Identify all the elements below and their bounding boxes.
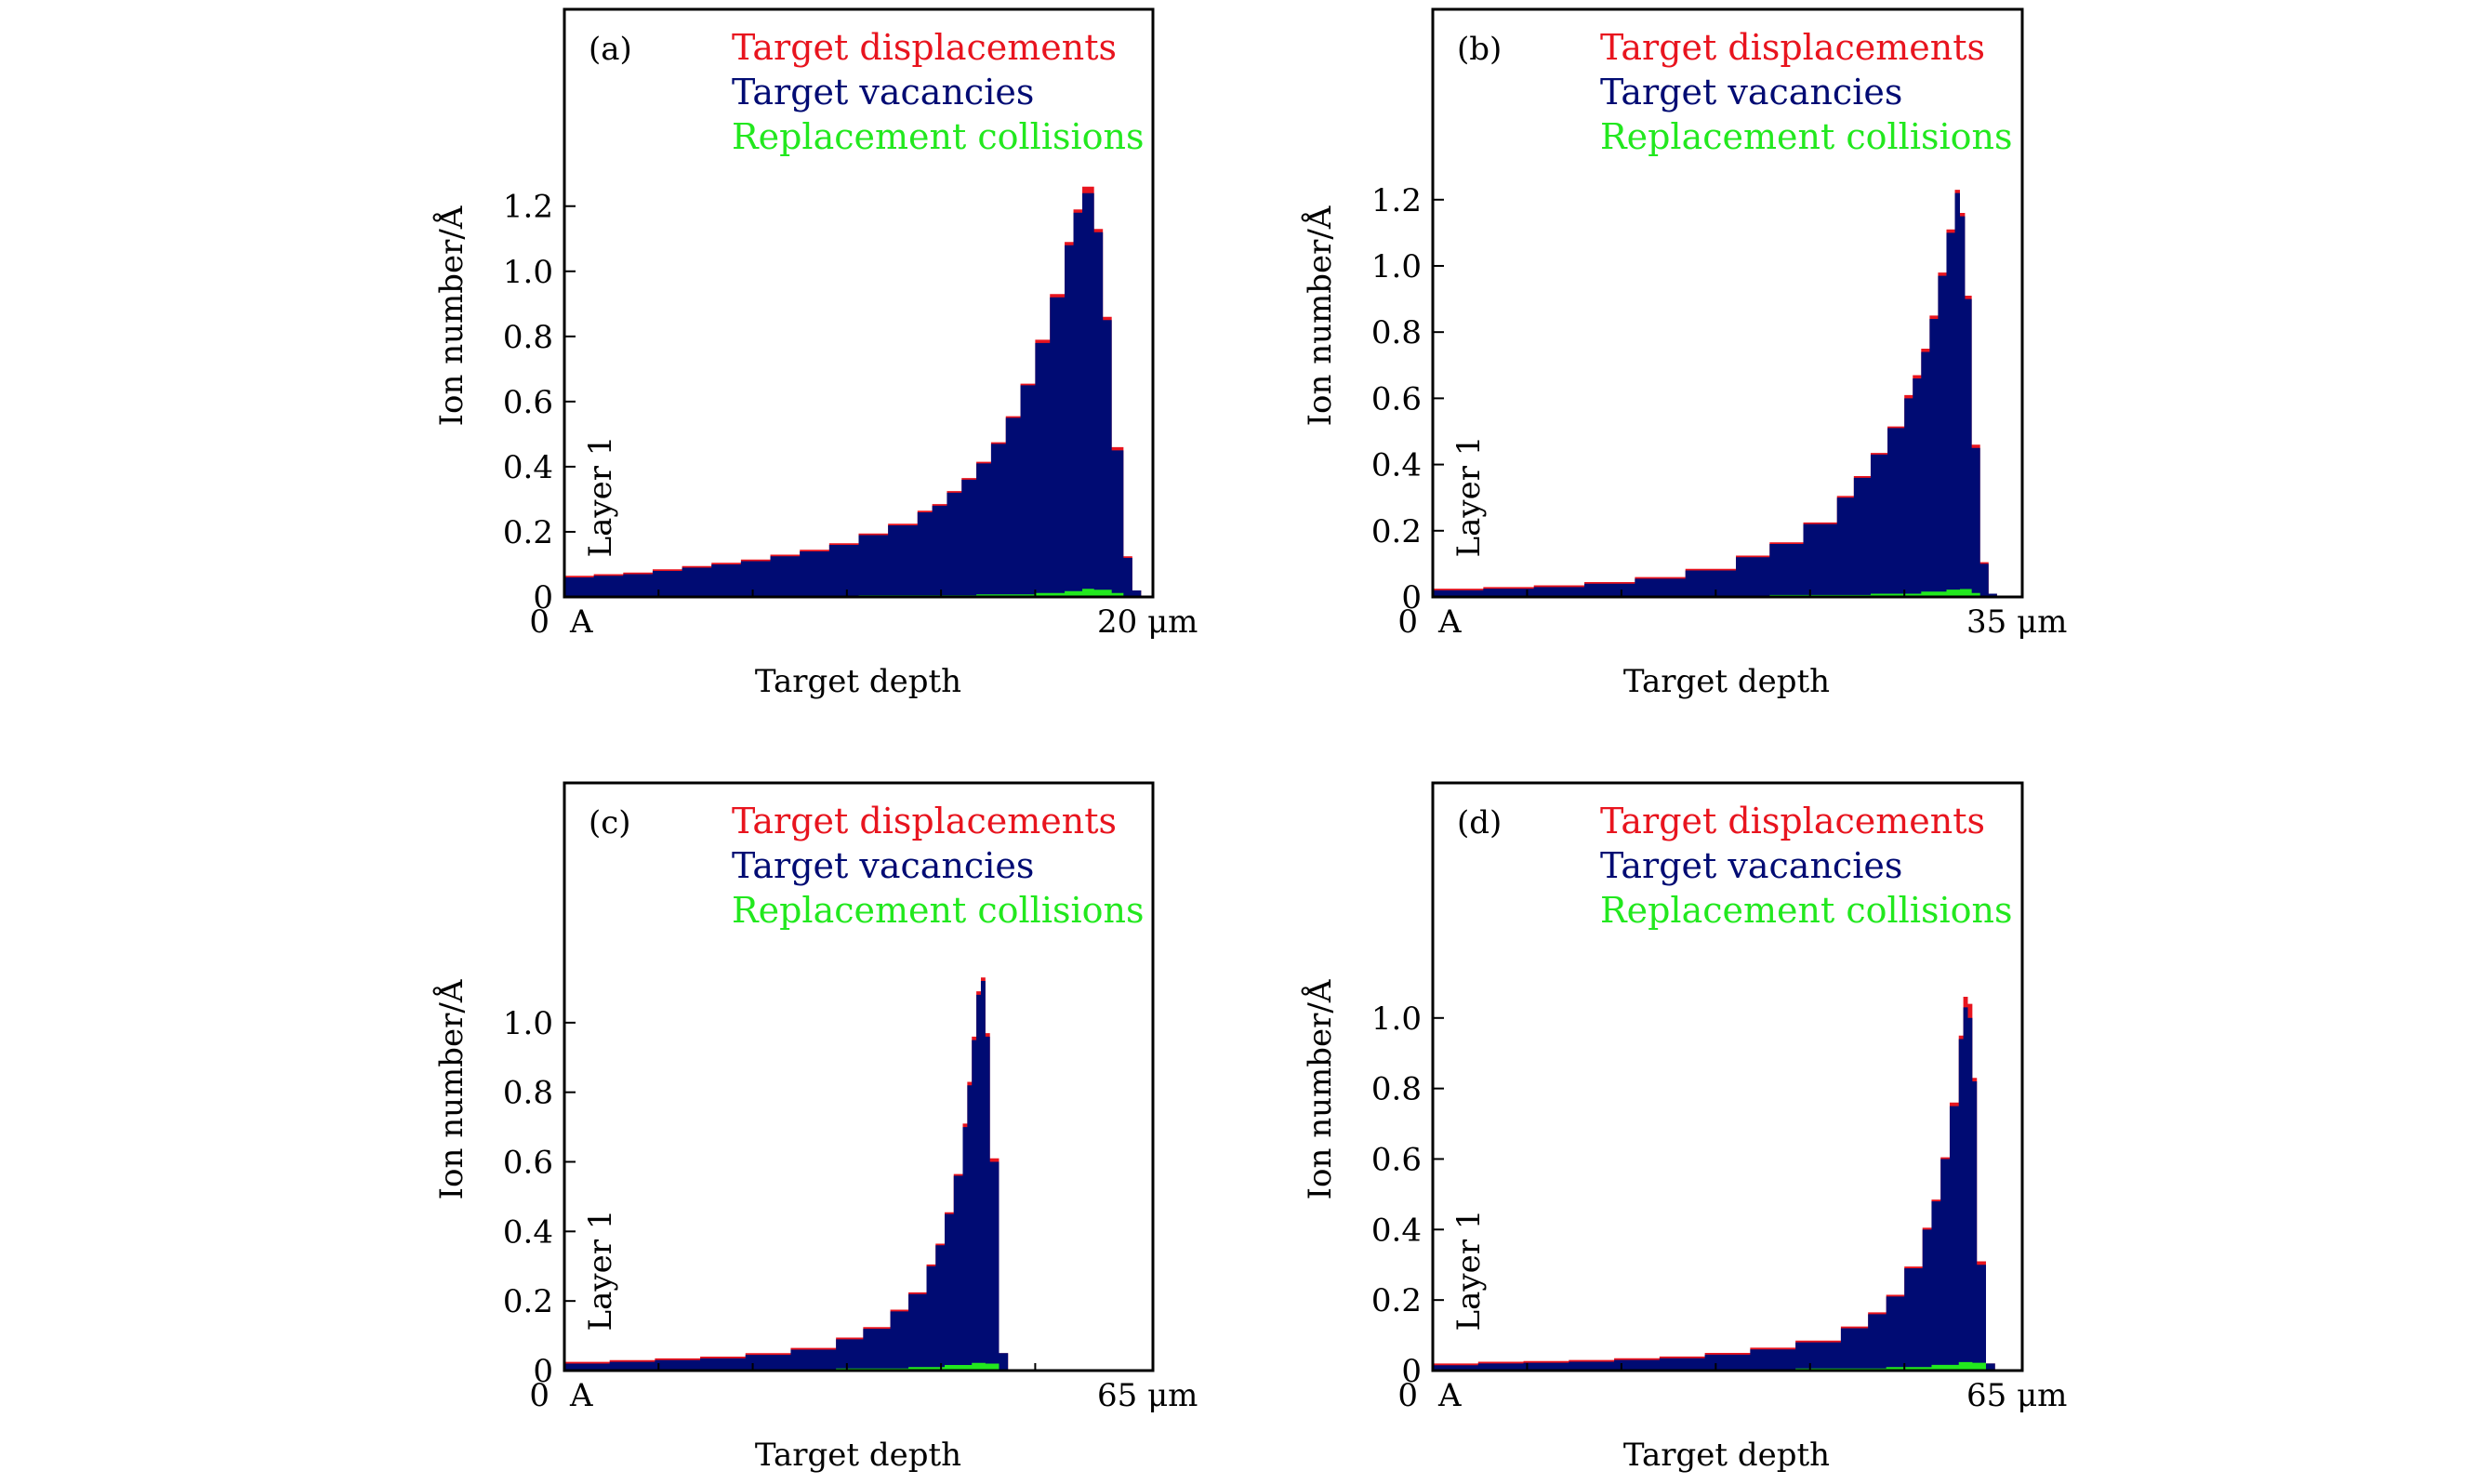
plot-frame (1431, 7, 2024, 599)
y-tick-label: 0.8 (503, 319, 553, 356)
x-tick-label-marker: A (1437, 603, 1462, 641)
y-tick-label: 0 (1401, 1353, 1422, 1390)
y-axis-label: Ion number/Å (432, 979, 470, 1199)
series-vacancies-area (564, 192, 1153, 597)
legend-entry: Target displacements (1600, 801, 1985, 841)
y-tick-label: 0.2 (1371, 1282, 1422, 1319)
legend-entry: Target vacancies (1600, 72, 1902, 113)
x-tick-label-end: 65 μm (1097, 1377, 1198, 1414)
x-axis-label: Target depth (1623, 663, 1830, 700)
x-axis-label: Target depth (1623, 1437, 1830, 1474)
plot-frame (563, 781, 1155, 1372)
y-tick-label: 1.2 (1371, 182, 1422, 219)
series-replacements-area (1433, 589, 2022, 597)
y-tick-label: 0.6 (503, 1145, 553, 1182)
x-axis-label: Target depth (755, 663, 961, 700)
y-tick-label: 0 (533, 579, 553, 616)
x-tick-label-start: 0 (529, 1377, 549, 1414)
x-tick-label-end: 35 μm (1966, 603, 2067, 641)
x-tick-label-marker: A (569, 603, 593, 641)
panel-label: (b) (1457, 31, 1502, 68)
legend-entry: Replacement collisions (1600, 116, 2012, 157)
plot-frame (563, 7, 1155, 599)
y-axis-label: Ion number/Å (1301, 979, 1339, 1199)
series-displacements-area (564, 977, 1153, 1371)
x-axis-label: Target depth (755, 1437, 961, 1474)
y-tick-label: 0.6 (1371, 1141, 1422, 1178)
y-tick-label: 0.2 (503, 1283, 553, 1320)
panel-b: 0 0.2 0.4 0.6 0.8 1.0 1.2 0 A 35 μm Target depth Io… (1301, 7, 2067, 700)
x-tick-label-start: 0 (1397, 603, 1418, 641)
legend-entry: Replacement collisions (732, 890, 1144, 931)
x-tick-label-start: 0 (529, 603, 549, 641)
x-tick-label-start: 0 (1397, 1377, 1418, 1414)
panel-a: 0 0.2 0.4 0.6 0.8 1.0 1.2 0 A 20 μm Target depth Io… (432, 7, 1198, 700)
legend-entry: Target vacancies (732, 845, 1034, 886)
panel-label: (a) (589, 31, 632, 68)
series-vacancies-area (1433, 1007, 2022, 1371)
panel-d: 0 0.2 0.4 0.6 0.8 1.0 0 A 65 μm Target depth Ion n… (1301, 781, 2067, 1474)
y-tick-label: 0 (533, 1353, 553, 1390)
panel-label: (c) (589, 804, 631, 841)
series-replacements-area (1433, 1361, 2022, 1371)
layer-label: Layer 1 (1450, 436, 1488, 558)
x-tick-label-marker: A (1437, 1377, 1462, 1414)
legend-entry: Target vacancies (1600, 845, 1902, 886)
plot-frame (1431, 781, 2024, 1372)
y-axis-label: Ion number/Å (1301, 205, 1339, 426)
legend-entry: Target displacements (732, 27, 1117, 68)
y-tick-label: 0 (1401, 579, 1422, 616)
y-tick-label: 0.6 (503, 384, 553, 421)
panel-c: 0 0.2 0.4 0.6 0.8 1.0 0 A 65 μm Target depth Ion n… (432, 781, 1198, 1474)
y-tick-label: 0.2 (1371, 513, 1422, 550)
legend-entry: Target displacements (732, 801, 1117, 841)
x-tick-label-marker: A (569, 1377, 593, 1414)
y-tick-label: 0.4 (503, 449, 553, 486)
y-tick-label: 0.8 (503, 1075, 553, 1112)
legend-entry: Replacement collisions (732, 116, 1144, 157)
y-tick-label: 0.8 (1371, 314, 1422, 351)
y-axis-label: Ion number/Å (432, 205, 470, 426)
legend-entry: Target displacements (1600, 27, 1985, 68)
layer-label: Layer 1 (1450, 1210, 1488, 1332)
legend-entry: Target vacancies (732, 72, 1034, 113)
panel-label: (d) (1457, 804, 1502, 841)
series-vacancies-area (1433, 192, 2022, 597)
y-tick-label: 0.4 (1371, 1212, 1422, 1249)
y-tick-label: 1.0 (503, 254, 553, 291)
layer-label: Layer 1 (582, 1210, 619, 1332)
legend-entry: Replacement collisions (1600, 890, 2012, 931)
y-tick-label: 1.0 (503, 1005, 553, 1042)
x-tick-label-end: 20 μm (1097, 603, 1198, 641)
y-tick-label: 1.0 (1371, 1000, 1422, 1038)
y-tick-label: 0.2 (503, 514, 553, 551)
y-tick-label: 1.2 (503, 189, 553, 226)
layer-label: Layer 1 (582, 436, 619, 558)
y-tick-label: 0.4 (1371, 447, 1422, 484)
x-tick-label-end: 65 μm (1966, 1377, 2067, 1414)
series-replacements-area (564, 589, 1153, 597)
series-replacements-area (564, 1362, 1153, 1371)
series-vacancies-area (564, 980, 1153, 1371)
y-tick-label: 0.6 (1371, 380, 1422, 417)
y-tick-label: 1.0 (1371, 248, 1422, 285)
y-tick-label: 0.8 (1371, 1071, 1422, 1108)
y-tick-label: 0.4 (503, 1213, 553, 1251)
